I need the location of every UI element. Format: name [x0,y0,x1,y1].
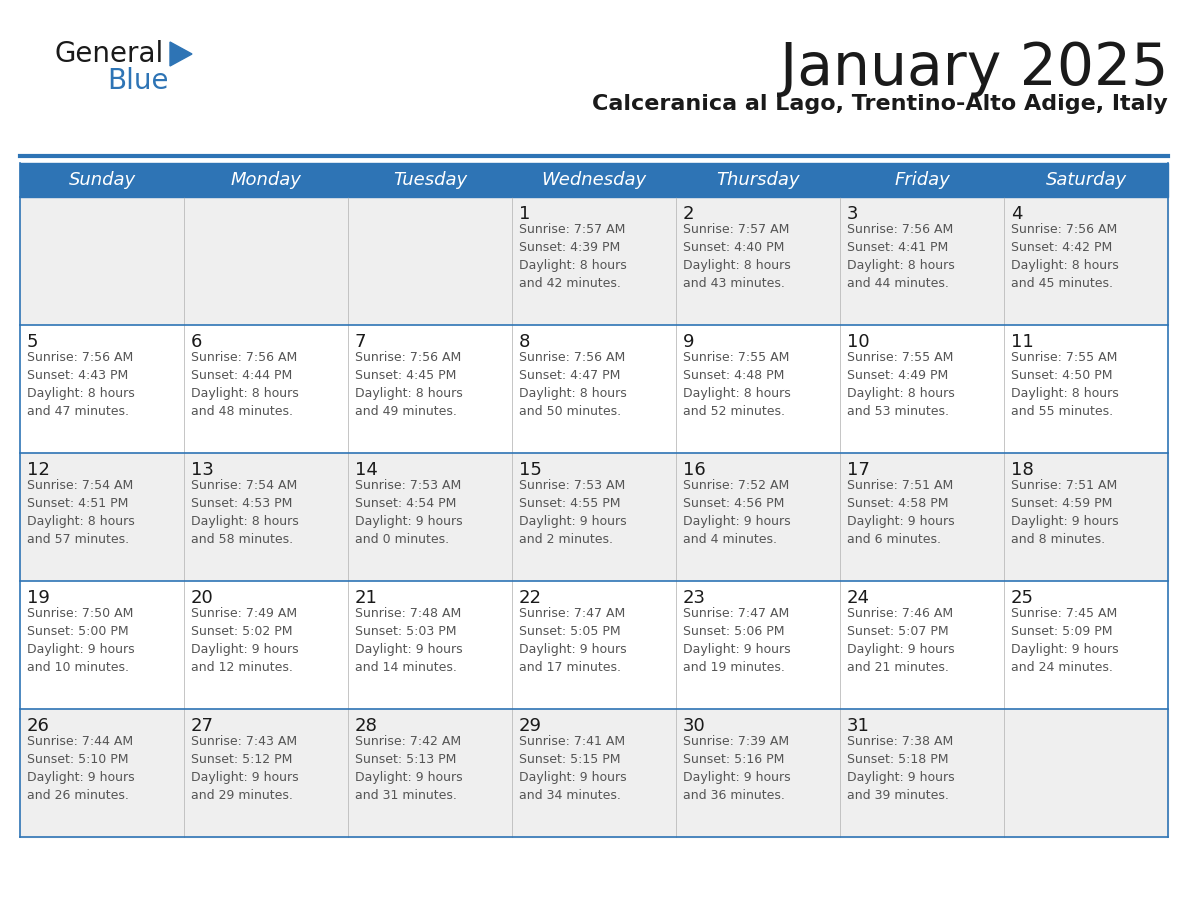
Text: 12: 12 [27,461,50,479]
Text: Sunrise: 7:44 AM
Sunset: 5:10 PM
Daylight: 9 hours
and 26 minutes.: Sunrise: 7:44 AM Sunset: 5:10 PM Dayligh… [27,735,134,802]
Text: Sunrise: 7:43 AM
Sunset: 5:12 PM
Daylight: 9 hours
and 29 minutes.: Sunrise: 7:43 AM Sunset: 5:12 PM Dayligh… [191,735,298,802]
Text: Monday: Monday [230,171,302,189]
Text: Sunrise: 7:45 AM
Sunset: 5:09 PM
Daylight: 9 hours
and 24 minutes.: Sunrise: 7:45 AM Sunset: 5:09 PM Dayligh… [1011,607,1119,674]
Text: Blue: Blue [107,67,169,95]
Text: 15: 15 [519,461,542,479]
Text: Sunrise: 7:55 AM
Sunset: 4:48 PM
Daylight: 8 hours
and 52 minutes.: Sunrise: 7:55 AM Sunset: 4:48 PM Dayligh… [683,351,791,418]
Bar [20,163,1168,197]
Bar [20,197,1168,325]
Text: Sunrise: 7:47 AM
Sunset: 5:06 PM
Daylight: 9 hours
and 19 minutes.: Sunrise: 7:47 AM Sunset: 5:06 PM Dayligh… [683,607,791,674]
Text: Sunrise: 7:57 AM
Sunset: 4:40 PM
Daylight: 8 hours
and 43 minutes.: Sunrise: 7:57 AM Sunset: 4:40 PM Dayligh… [683,223,791,290]
Polygon shape [170,42,192,66]
Text: Sunrise: 7:54 AM
Sunset: 4:53 PM
Daylight: 8 hours
and 58 minutes.: Sunrise: 7:54 AM Sunset: 4:53 PM Dayligh… [191,479,298,546]
Text: Sunrise: 7:55 AM
Sunset: 4:49 PM
Daylight: 8 hours
and 53 minutes.: Sunrise: 7:55 AM Sunset: 4:49 PM Dayligh… [847,351,955,418]
Text: 17: 17 [847,461,870,479]
Text: Sunrise: 7:54 AM
Sunset: 4:51 PM
Daylight: 8 hours
and 57 minutes.: Sunrise: 7:54 AM Sunset: 4:51 PM Dayligh… [27,479,134,546]
Text: 5: 5 [27,333,38,351]
Text: Sunrise: 7:46 AM
Sunset: 5:07 PM
Daylight: 9 hours
and 21 minutes.: Sunrise: 7:46 AM Sunset: 5:07 PM Dayligh… [847,607,955,674]
Text: Sunrise: 7:47 AM
Sunset: 5:05 PM
Daylight: 9 hours
and 17 minutes.: Sunrise: 7:47 AM Sunset: 5:05 PM Dayligh… [519,607,626,674]
Text: 27: 27 [191,717,214,735]
Text: 7: 7 [355,333,367,351]
Text: 6: 6 [191,333,202,351]
Text: Sunrise: 7:51 AM
Sunset: 4:59 PM
Daylight: 9 hours
and 8 minutes.: Sunrise: 7:51 AM Sunset: 4:59 PM Dayligh… [1011,479,1119,546]
Bar [20,325,1168,453]
Text: 28: 28 [355,717,378,735]
Text: Sunrise: 7:56 AM
Sunset: 4:43 PM
Daylight: 8 hours
and 47 minutes.: Sunrise: 7:56 AM Sunset: 4:43 PM Dayligh… [27,351,134,418]
Text: Sunrise: 7:53 AM
Sunset: 4:55 PM
Daylight: 9 hours
and 2 minutes.: Sunrise: 7:53 AM Sunset: 4:55 PM Dayligh… [519,479,626,546]
Text: 30: 30 [683,717,706,735]
Text: 4: 4 [1011,205,1023,223]
Text: Sunrise: 7:50 AM
Sunset: 5:00 PM
Daylight: 9 hours
and 10 minutes.: Sunrise: 7:50 AM Sunset: 5:00 PM Dayligh… [27,607,134,674]
Text: 24: 24 [847,589,870,607]
Text: Sunrise: 7:56 AM
Sunset: 4:41 PM
Daylight: 8 hours
and 44 minutes.: Sunrise: 7:56 AM Sunset: 4:41 PM Dayligh… [847,223,955,290]
Text: Sunrise: 7:55 AM
Sunset: 4:50 PM
Daylight: 8 hours
and 55 minutes.: Sunrise: 7:55 AM Sunset: 4:50 PM Dayligh… [1011,351,1119,418]
Text: 20: 20 [191,589,214,607]
Text: Wednesday: Wednesday [542,171,646,189]
Text: Sunrise: 7:56 AM
Sunset: 4:45 PM
Daylight: 8 hours
and 49 minutes.: Sunrise: 7:56 AM Sunset: 4:45 PM Dayligh… [355,351,463,418]
Text: 21: 21 [355,589,378,607]
Text: 10: 10 [847,333,870,351]
Text: Sunrise: 7:56 AM
Sunset: 4:42 PM
Daylight: 8 hours
and 45 minutes.: Sunrise: 7:56 AM Sunset: 4:42 PM Dayligh… [1011,223,1119,290]
Text: Sunrise: 7:41 AM
Sunset: 5:15 PM
Daylight: 9 hours
and 34 minutes.: Sunrise: 7:41 AM Sunset: 5:15 PM Dayligh… [519,735,626,802]
Bar [20,581,1168,709]
Text: General: General [55,40,164,68]
Text: Sunrise: 7:48 AM
Sunset: 5:03 PM
Daylight: 9 hours
and 14 minutes.: Sunrise: 7:48 AM Sunset: 5:03 PM Dayligh… [355,607,462,674]
Text: 26: 26 [27,717,50,735]
Text: Saturday: Saturday [1045,171,1126,189]
Text: Sunrise: 7:53 AM
Sunset: 4:54 PM
Daylight: 9 hours
and 0 minutes.: Sunrise: 7:53 AM Sunset: 4:54 PM Dayligh… [355,479,462,546]
Text: Sunrise: 7:56 AM
Sunset: 4:47 PM
Daylight: 8 hours
and 50 minutes.: Sunrise: 7:56 AM Sunset: 4:47 PM Dayligh… [519,351,627,418]
Text: 29: 29 [519,717,542,735]
Text: 14: 14 [355,461,378,479]
Text: 31: 31 [847,717,870,735]
Text: Sunday: Sunday [69,171,135,189]
Text: Sunrise: 7:51 AM
Sunset: 4:58 PM
Daylight: 9 hours
and 6 minutes.: Sunrise: 7:51 AM Sunset: 4:58 PM Dayligh… [847,479,955,546]
Text: 3: 3 [847,205,859,223]
Text: Sunrise: 7:57 AM
Sunset: 4:39 PM
Daylight: 8 hours
and 42 minutes.: Sunrise: 7:57 AM Sunset: 4:39 PM Dayligh… [519,223,627,290]
Text: Sunrise: 7:42 AM
Sunset: 5:13 PM
Daylight: 9 hours
and 31 minutes.: Sunrise: 7:42 AM Sunset: 5:13 PM Dayligh… [355,735,462,802]
Text: January 2025: January 2025 [779,40,1168,97]
Text: 13: 13 [191,461,214,479]
Text: 25: 25 [1011,589,1034,607]
Text: Sunrise: 7:56 AM
Sunset: 4:44 PM
Daylight: 8 hours
and 48 minutes.: Sunrise: 7:56 AM Sunset: 4:44 PM Dayligh… [191,351,298,418]
Text: 19: 19 [27,589,50,607]
Text: 18: 18 [1011,461,1034,479]
Text: Calceranica al Lago, Trentino-Alto Adige, Italy: Calceranica al Lago, Trentino-Alto Adige… [593,94,1168,114]
Text: 2: 2 [683,205,695,223]
Text: Sunrise: 7:49 AM
Sunset: 5:02 PM
Daylight: 9 hours
and 12 minutes.: Sunrise: 7:49 AM Sunset: 5:02 PM Dayligh… [191,607,298,674]
Text: Friday: Friday [895,171,950,189]
Text: 8: 8 [519,333,530,351]
Text: 23: 23 [683,589,706,607]
Bar [20,709,1168,837]
Text: Sunrise: 7:52 AM
Sunset: 4:56 PM
Daylight: 9 hours
and 4 minutes.: Sunrise: 7:52 AM Sunset: 4:56 PM Dayligh… [683,479,791,546]
Text: Sunrise: 7:38 AM
Sunset: 5:18 PM
Daylight: 9 hours
and 39 minutes.: Sunrise: 7:38 AM Sunset: 5:18 PM Dayligh… [847,735,955,802]
Text: 16: 16 [683,461,706,479]
Text: 1: 1 [519,205,530,223]
Text: 11: 11 [1011,333,1034,351]
Text: Thursday: Thursday [716,171,800,189]
Text: 22: 22 [519,589,542,607]
Bar [20,453,1168,581]
Text: 9: 9 [683,333,695,351]
Text: Sunrise: 7:39 AM
Sunset: 5:16 PM
Daylight: 9 hours
and 36 minutes.: Sunrise: 7:39 AM Sunset: 5:16 PM Dayligh… [683,735,791,802]
Text: Tuesday: Tuesday [393,171,467,189]
